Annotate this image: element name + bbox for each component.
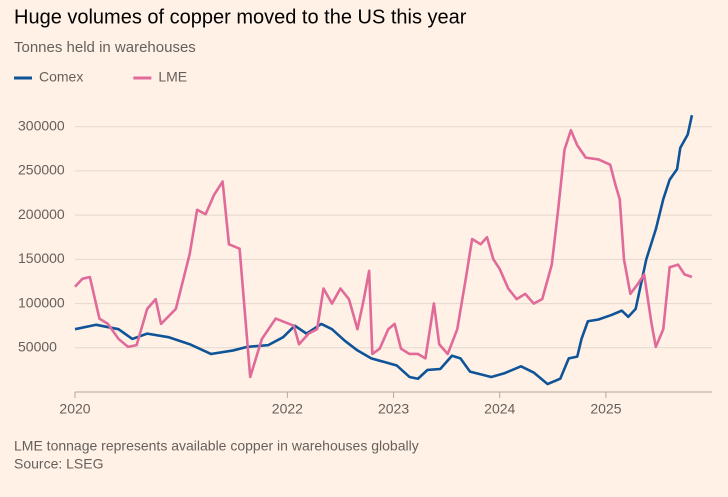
x-tick-label: 2024 xyxy=(484,401,515,417)
series-line xyxy=(74,114,694,386)
x-tick-label: 2022 xyxy=(272,401,303,417)
source: Source: LSEG xyxy=(14,456,104,472)
y-tick-label: 50000 xyxy=(18,338,57,354)
chart-title: Huge volumes of copper moved to the US t… xyxy=(14,6,467,28)
y-tick-label: 200000 xyxy=(18,206,65,222)
y-tick-label: 250000 xyxy=(18,162,65,178)
notes: LME tonnage represents available copper … xyxy=(14,438,419,454)
x-tick-label: 2025 xyxy=(590,401,621,417)
y-tick-label: 100000 xyxy=(18,294,65,310)
y-tick-label: 300000 xyxy=(18,117,65,133)
chart-subtitle: Tonnes held in warehouses xyxy=(14,39,196,56)
legend-label: Comex xyxy=(39,69,83,85)
series-line xyxy=(74,128,693,379)
y-tick-label: 150000 xyxy=(18,250,65,266)
legend-label: LME xyxy=(158,69,187,85)
x-tick-label: 2020 xyxy=(59,401,90,417)
x-tick-label: 2023 xyxy=(378,401,409,417)
